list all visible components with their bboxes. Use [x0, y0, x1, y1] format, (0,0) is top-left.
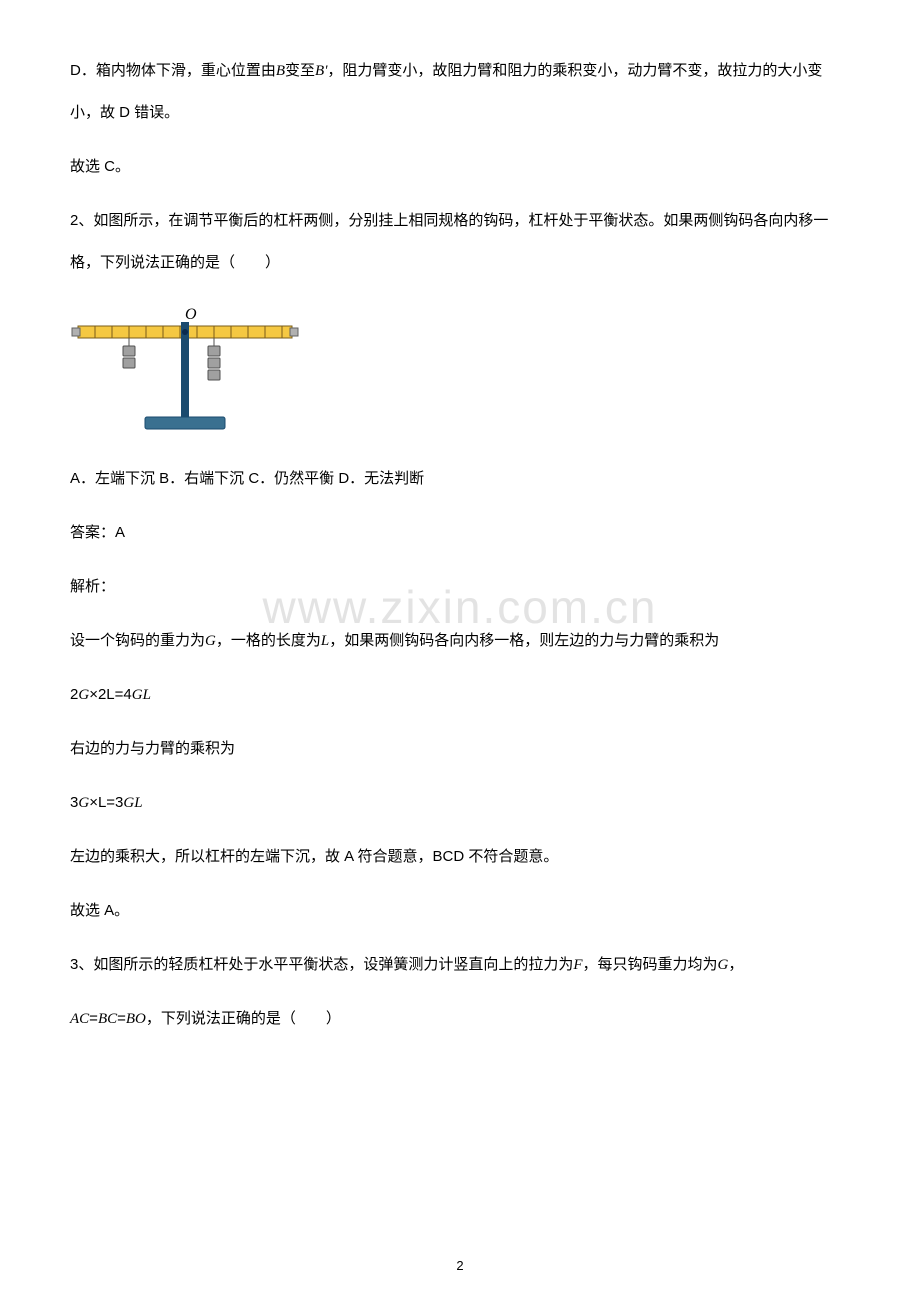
paragraph-7: 设一个钩码的重力为G，一格的长度为L，如果两侧钩码各向内移一格，则左边的力与力臂… — [70, 620, 850, 662]
text: ×L=3 — [89, 794, 123, 811]
document-content: D．箱内物体下滑，重心位置由B变至B'，阻力臂变小，故阻力臂和阻力的乘积变小，动… — [70, 50, 850, 1040]
var-g: G — [78, 687, 89, 703]
text: ， — [728, 956, 743, 973]
text: = — [117, 1010, 126, 1027]
text: ×2L=4 — [89, 686, 132, 703]
paragraph-10-equation: 3G×L=3GL — [70, 782, 850, 824]
paragraph-3-question: 2、如图所示，在调节平衡后的杠杆两侧，分别挂上相同规格的钩码，杠杆处于平衡状态。… — [70, 200, 850, 284]
var-g: G — [718, 957, 729, 973]
paragraph-1: D．箱内物体下滑，重心位置由B变至B'，阻力臂变小，故阻力臂和阻力的乘积变小，动… — [70, 50, 850, 134]
text: ，如果两侧钩码各向内移一格，则左边的力与力臂的乘积为 — [329, 632, 719, 649]
paragraph-5-answer: 答案：A — [70, 512, 850, 554]
var-g: G — [205, 633, 216, 649]
paragraph-2: 故选 C。 — [70, 146, 850, 188]
var-l: L — [321, 633, 329, 649]
var-gl: GL — [123, 795, 142, 811]
var-ac: AC — [70, 1011, 89, 1027]
text: 3、如图所示的轻质杠杆处于水平平衡状态，设弹簧测力计竖直向上的拉力为 — [70, 956, 573, 973]
text: ，一格的长度为 — [216, 632, 321, 649]
paragraph-11: 左边的乘积大，所以杠杆的左端下沉，故 A 符合题意，BCD 不符合题意。 — [70, 836, 850, 878]
text: ，每只钩码重力均为 — [583, 956, 718, 973]
text: = — [89, 1010, 98, 1027]
var-g: G — [78, 795, 89, 811]
text: 设一个钩码的重力为 — [70, 632, 205, 649]
text: ，下列说法正确的是（ ） — [146, 1010, 341, 1027]
paragraph-14: AC=BC=BO，下列说法正确的是（ ） — [70, 998, 850, 1040]
var-bo: BO — [126, 1011, 146, 1027]
paragraph-12: 故选 A。 — [70, 890, 850, 932]
var-b: B — [276, 63, 285, 79]
page-number: 2 — [456, 1258, 463, 1273]
lever-svg: O — [70, 304, 300, 434]
text: D．箱内物体下滑，重心位置由 — [70, 62, 276, 79]
paragraph-4-options: A．左端下沉 B．右端下沉 C．仍然平衡 D．无法判断 — [70, 458, 850, 500]
text: 变至 — [285, 62, 315, 79]
paragraph-13-question: 3、如图所示的轻质杠杆处于水平平衡状态，设弹簧测力计竖直向上的拉力为F，每只钩码… — [70, 944, 850, 986]
svg-text:O: O — [185, 306, 197, 323]
var-f: F — [573, 957, 582, 973]
var-bprime: B' — [315, 63, 327, 79]
var-gl: GL — [132, 687, 151, 703]
paragraph-8-equation: 2G×2L=4GL — [70, 674, 850, 716]
paragraph-6-analysis-label: 解析： — [70, 566, 850, 608]
lever-figure: O — [70, 304, 850, 438]
paragraph-9: 右边的力与力臂的乘积为 — [70, 728, 850, 770]
var-bc: BC — [98, 1011, 117, 1027]
